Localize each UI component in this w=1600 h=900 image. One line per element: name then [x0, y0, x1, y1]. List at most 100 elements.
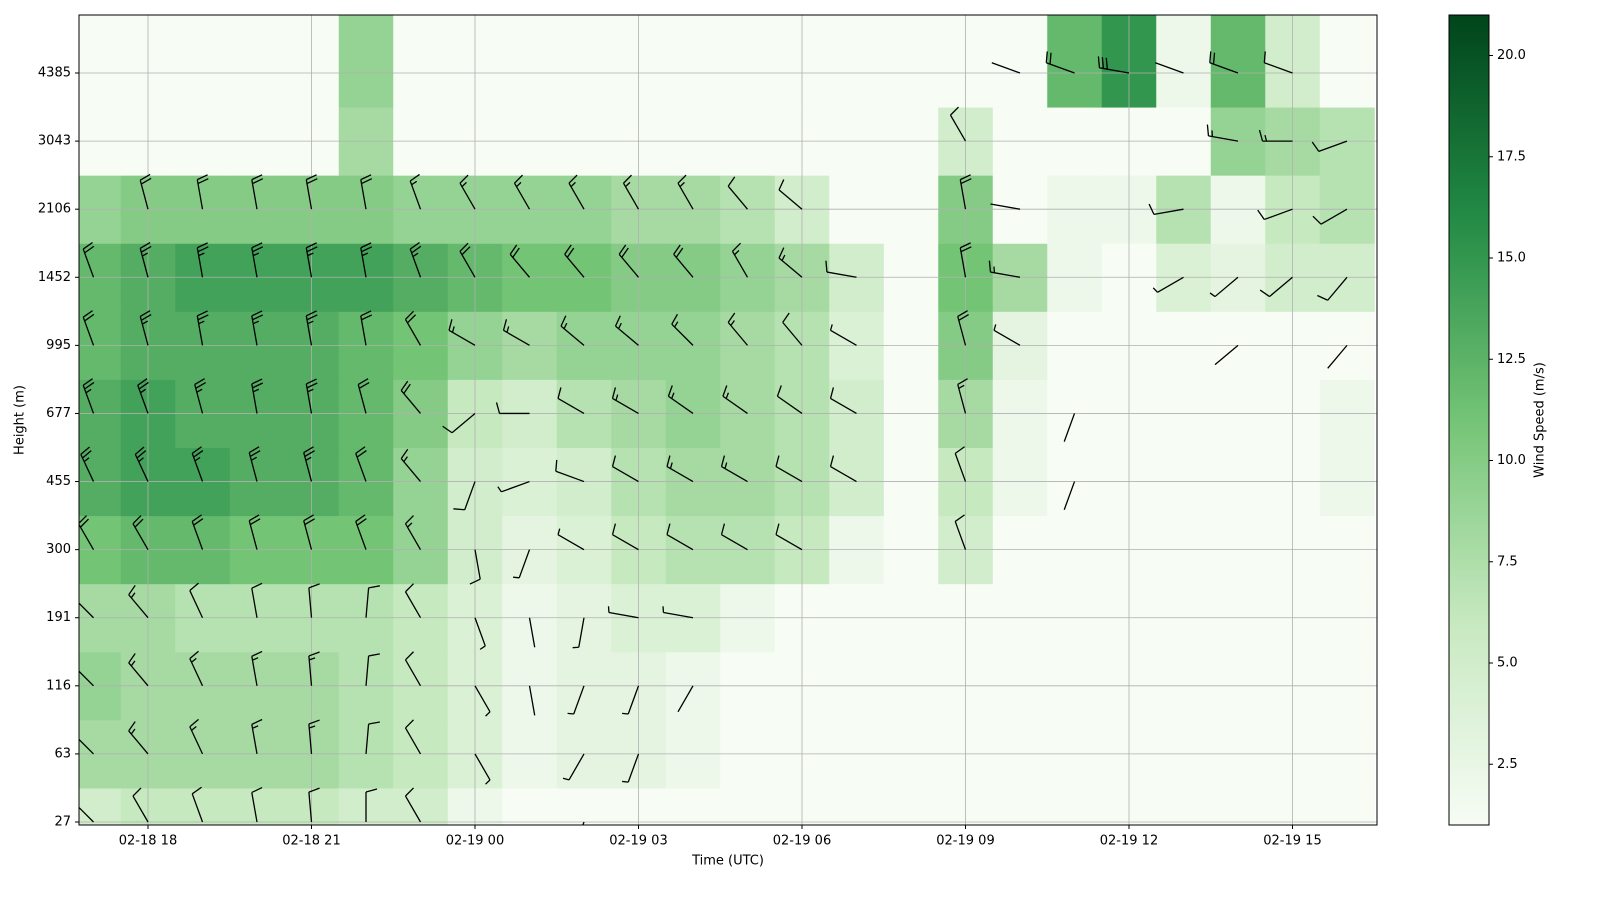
cell	[992, 15, 1048, 108]
wind-barb	[509, 244, 530, 278]
colorbar-tick-label: 20.0	[1497, 48, 1526, 63]
wind-barb	[248, 514, 261, 550]
wind-barb	[1045, 51, 1075, 74]
wind-barb	[572, 617, 585, 649]
cell	[338, 15, 394, 108]
wind-barb	[404, 651, 422, 687]
x-tick-label: 02-18 21	[282, 834, 340, 849]
wind-barb	[474, 753, 491, 785]
x-tick-label: 02-19 12	[1100, 834, 1158, 849]
cell	[992, 787, 1048, 825]
x-tick-label: 02-18 18	[119, 834, 177, 849]
wind-barb	[191, 786, 204, 823]
wind-barb	[79, 515, 95, 550]
wind-barb	[404, 583, 422, 619]
wind-barb	[1155, 62, 1184, 74]
colorbar-tick-label: 17.5	[1497, 149, 1526, 164]
cell	[175, 787, 231, 825]
x-axis-label: Time (UTC)	[691, 854, 764, 869]
wind-barb	[673, 244, 694, 278]
wind-barb	[990, 203, 1021, 210]
y-tick-label: 995	[46, 338, 71, 353]
wind-barb	[727, 312, 748, 346]
wind-barb	[1209, 276, 1239, 298]
barbs	[79, 51, 1348, 825]
y-tick-label: 63	[54, 746, 71, 761]
wind-barb	[82, 310, 95, 346]
wind-barb	[308, 787, 320, 823]
cell	[1156, 787, 1212, 825]
wind-barb	[778, 179, 803, 210]
colorbar-fill	[1448, 14, 1490, 826]
wind-barb	[128, 721, 149, 755]
wind-barb	[196, 242, 209, 278]
wind-barb	[957, 310, 969, 346]
wind-barb	[611, 455, 639, 483]
y-tick-label: 677	[46, 406, 71, 421]
wind-barb	[79, 806, 94, 823]
wind-barb	[365, 585, 380, 618]
cell	[556, 787, 612, 825]
colorbar-tick-label: 7.5	[1497, 554, 1518, 569]
wind-barb	[409, 173, 422, 210]
wind-barb	[829, 324, 857, 346]
wind-barb	[442, 412, 476, 434]
y-tick-label: 2106	[38, 202, 71, 217]
wind-barb	[560, 315, 585, 346]
cell	[393, 787, 449, 825]
wind-barb	[251, 582, 263, 618]
labels: Time (UTC) Height (m) Wind Speed (m/s)	[13, 362, 1548, 868]
wind-barb	[355, 514, 367, 550]
wind-barb	[954, 514, 967, 550]
cell	[175, 15, 231, 108]
wind-barb	[360, 310, 373, 346]
wind-barb	[128, 585, 149, 619]
colorbar-label: Wind Speed (m/s)	[1533, 362, 1548, 478]
wind-barb	[79, 738, 94, 755]
cell	[1319, 15, 1375, 108]
wind-barb	[189, 582, 204, 619]
wind-barb	[459, 174, 476, 210]
wind-barb	[497, 480, 530, 493]
wind-barb	[360, 174, 373, 210]
wind-barb	[305, 242, 318, 278]
colorbar-tick-label: 2.5	[1497, 757, 1518, 772]
wind-barb	[303, 446, 315, 482]
wind-barb	[251, 787, 263, 823]
wind-barb	[1209, 51, 1239, 74]
heatmap	[79, 15, 1375, 825]
wind-barb	[582, 821, 585, 825]
wind-barb	[993, 324, 1021, 346]
y-tick-label: 191	[46, 610, 71, 625]
y-tick-label: 4385	[38, 66, 71, 81]
wind-barb	[775, 455, 803, 483]
wind-barb	[1327, 344, 1348, 369]
cell	[1156, 15, 1212, 108]
wind-barb	[400, 380, 421, 414]
wind-barb	[1152, 276, 1184, 293]
wind-barb	[776, 385, 803, 414]
wind-barb	[303, 514, 315, 550]
wind-barb	[720, 455, 748, 483]
y-tick-label: 116	[46, 678, 71, 693]
wind-barb	[1063, 413, 1076, 442]
wind-barb	[139, 173, 152, 210]
wind-barb	[251, 650, 263, 686]
wind-barb	[305, 378, 318, 414]
wind-barb	[720, 523, 748, 551]
wind-barb	[139, 241, 152, 278]
y-tick-label: 27	[54, 815, 71, 830]
wind-barb	[513, 549, 531, 579]
wind-barb	[1312, 208, 1348, 225]
wind-barb	[618, 244, 639, 278]
wind-barb	[189, 650, 204, 687]
wind-barb	[825, 260, 857, 278]
wind-barb	[1258, 129, 1293, 142]
wind-barb	[308, 583, 320, 618]
wind-barb	[829, 387, 857, 415]
wind-barb	[404, 515, 422, 550]
cell	[720, 15, 776, 108]
cell	[720, 787, 776, 825]
wind-barb	[82, 378, 95, 414]
